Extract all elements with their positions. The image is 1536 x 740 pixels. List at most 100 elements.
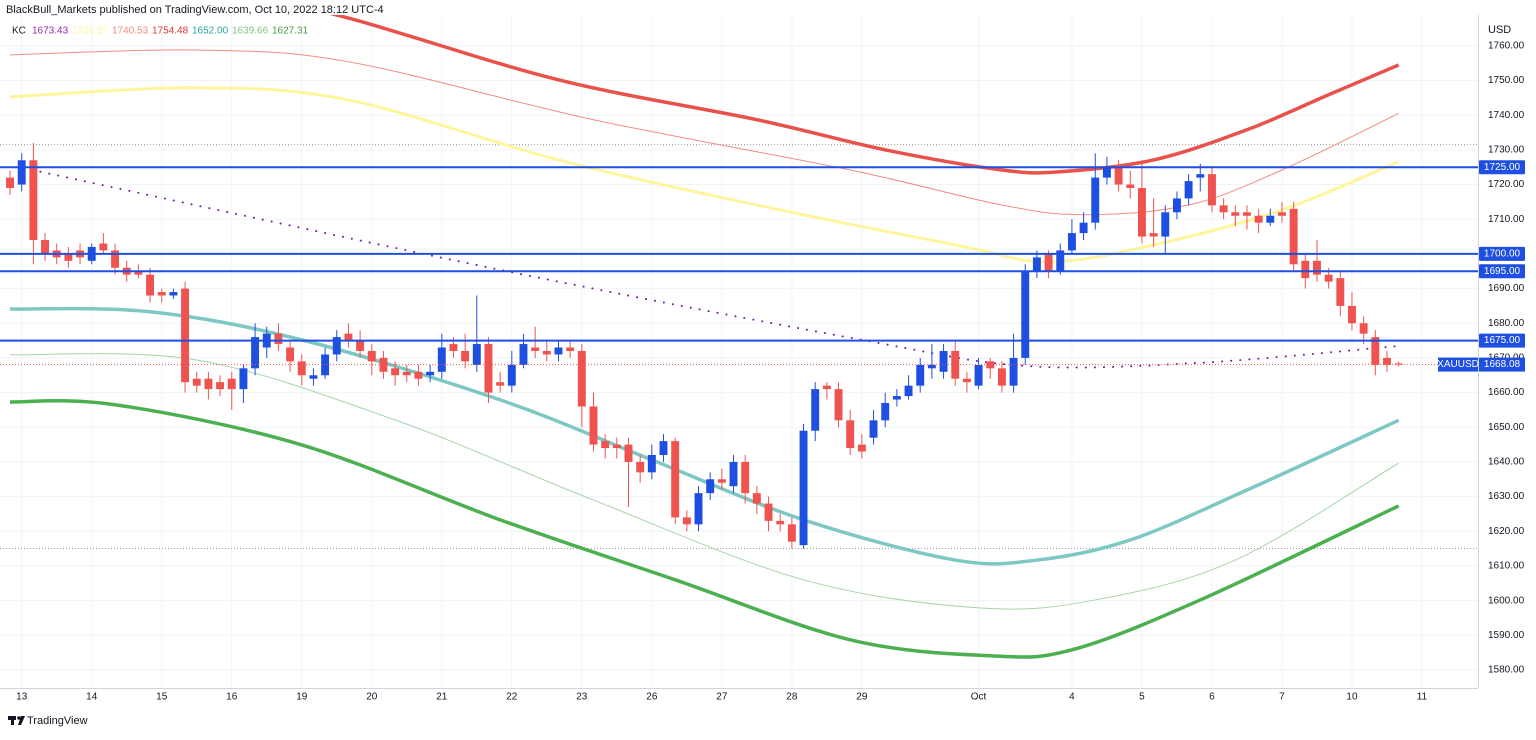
y-tick-label: 1710.00 — [1488, 214, 1525, 225]
candle-body — [1044, 253, 1053, 272]
x-tick-label: 21 — [436, 692, 448, 703]
candle-body — [822, 385, 831, 390]
band-line — [329, 15, 1400, 175]
candle-body — [869, 420, 878, 438]
x-tick-label: 7 — [1279, 692, 1285, 703]
candle-body — [577, 350, 586, 407]
candle-body — [1231, 212, 1240, 216]
candle-body — [717, 479, 726, 483]
y-tick-label: 1640.00 — [1488, 457, 1525, 468]
candle-body — [251, 337, 260, 369]
candle-body — [1172, 198, 1181, 213]
candle-body — [146, 274, 155, 296]
candle-body — [1219, 205, 1228, 213]
candle-body — [29, 160, 38, 241]
level-label: 1700.00 — [1484, 249, 1521, 260]
candle-body — [204, 378, 213, 390]
x-tick-label: 15 — [156, 692, 168, 703]
last-price-tag — [1479, 357, 1525, 372]
candle-body — [227, 378, 236, 390]
candle-body — [1149, 233, 1158, 237]
candle-body — [659, 441, 668, 455]
indicator-value: 1740.53 — [112, 26, 149, 37]
candle-body — [1289, 208, 1298, 265]
y-tick-label: 1660.00 — [1488, 387, 1525, 398]
candle-body — [1324, 274, 1333, 282]
candle-body — [974, 364, 983, 386]
candle-body — [1067, 233, 1076, 251]
candle-body — [367, 350, 376, 362]
candle-body — [41, 240, 50, 254]
level-label: 1695.00 — [1484, 266, 1521, 277]
x-tick-label: 11 — [1417, 692, 1428, 703]
indicator-name: KC — [12, 26, 26, 37]
candle-body — [601, 441, 610, 449]
band-line — [10, 353, 1399, 610]
candle-body — [239, 368, 248, 390]
candle-body — [1383, 357, 1391, 365]
candle-body — [391, 368, 400, 376]
candle-body — [671, 441, 680, 518]
candle-body — [636, 461, 645, 473]
indicator-value: 1652.00 — [192, 26, 229, 37]
candle-body — [321, 354, 330, 376]
candle-body — [951, 350, 960, 379]
candle-body — [1021, 271, 1030, 358]
candle-body — [461, 350, 470, 362]
indicator-value: 1627.31 — [272, 26, 309, 37]
candle-body — [752, 493, 761, 504]
symbol-tag — [1438, 357, 1478, 372]
x-tick-label: 5 — [1139, 692, 1145, 703]
candle-body — [647, 454, 656, 473]
candle-body — [1301, 260, 1310, 279]
candle-body — [962, 378, 971, 383]
candle-body — [286, 347, 295, 362]
candle-body — [997, 368, 1006, 386]
y-tick-label: 1730.00 — [1488, 145, 1525, 156]
x-tick-label: 23 — [576, 692, 588, 703]
brand-name: TradingView — [27, 715, 88, 727]
candle-body — [1207, 174, 1216, 206]
y-tick-label: 1620.00 — [1488, 526, 1525, 537]
candle-body — [402, 371, 411, 376]
candle-body — [1009, 357, 1018, 386]
x-tick-label: 14 — [86, 692, 98, 703]
band-line — [10, 49, 1399, 216]
level-tag — [1479, 246, 1525, 261]
brand-logo — [8, 716, 25, 725]
candle-body — [542, 350, 551, 355]
x-tick-label: 28 — [786, 692, 798, 703]
x-tick-label: 10 — [1346, 692, 1358, 703]
candle-body — [846, 420, 855, 449]
x-tick-label: 27 — [716, 692, 728, 703]
candle-body — [356, 340, 365, 351]
y-tick-label: 1650.00 — [1488, 422, 1525, 433]
indicator-legend: KC 1673.43 1726.57 1740.53 1754.48 1652.00 163… — [12, 26, 309, 37]
x-tick-label: 13 — [16, 692, 28, 703]
candle-body — [706, 479, 715, 494]
candle-body — [344, 333, 353, 341]
candle-body — [1056, 250, 1065, 272]
x-tick-label: 22 — [506, 692, 518, 703]
candle-body — [1079, 222, 1088, 234]
candle-body — [111, 250, 120, 268]
candle-body — [484, 344, 493, 393]
candle-body — [1336, 278, 1345, 306]
y-tick-label: 1630.00 — [1488, 491, 1525, 502]
indicator-value: 1726.57 — [72, 26, 109, 37]
candle-body — [1196, 174, 1205, 178]
candle-body — [776, 520, 785, 525]
logo-part — [18, 716, 25, 725]
candle-body — [1371, 337, 1380, 365]
candle-body — [857, 444, 866, 452]
y-tick-label: 1580.00 — [1488, 665, 1525, 676]
logo-part — [17, 716, 21, 720]
candle-body — [1254, 215, 1263, 223]
candle-body — [309, 375, 318, 379]
candle-body — [17, 160, 26, 185]
candle-body — [472, 344, 481, 365]
x-tick-label: Oct — [971, 692, 987, 703]
level-label: 1725.00 — [1484, 162, 1521, 173]
candle-body — [1184, 181, 1193, 199]
